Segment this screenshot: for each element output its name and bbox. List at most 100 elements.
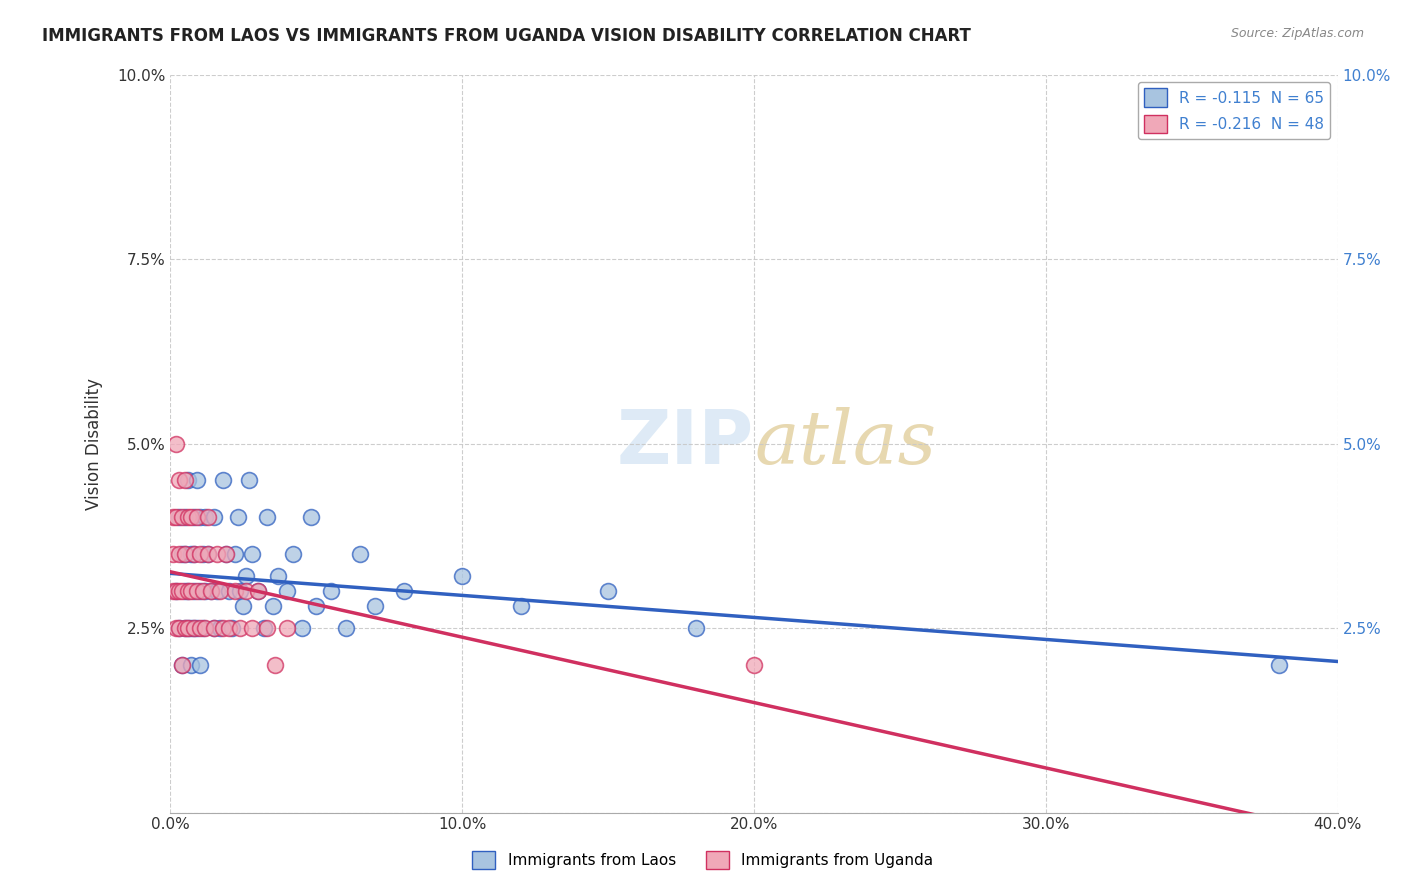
Point bbox=[221, 621, 243, 635]
Point bbox=[256, 621, 278, 635]
Point bbox=[167, 621, 190, 635]
Point bbox=[281, 547, 304, 561]
Point bbox=[186, 474, 208, 488]
Point bbox=[177, 474, 200, 488]
Point bbox=[183, 547, 205, 561]
Text: atlas: atlas bbox=[754, 408, 936, 480]
Point bbox=[167, 584, 190, 599]
Point bbox=[212, 621, 235, 635]
Point bbox=[197, 547, 219, 561]
Point bbox=[262, 599, 284, 613]
Point bbox=[177, 621, 200, 635]
Point bbox=[183, 584, 205, 599]
Point bbox=[364, 599, 387, 613]
Point bbox=[246, 584, 269, 599]
Point bbox=[183, 510, 205, 524]
Point bbox=[240, 547, 263, 561]
Point bbox=[319, 584, 342, 599]
Point bbox=[188, 657, 211, 672]
Point bbox=[451, 569, 474, 583]
Point bbox=[188, 584, 211, 599]
Point bbox=[194, 621, 217, 635]
Point bbox=[229, 584, 252, 599]
Point bbox=[177, 584, 200, 599]
Point bbox=[167, 474, 190, 488]
Point bbox=[235, 569, 257, 583]
Point bbox=[191, 547, 214, 561]
Point bbox=[205, 547, 228, 561]
Point bbox=[229, 621, 252, 635]
Point bbox=[172, 510, 194, 524]
Point bbox=[742, 657, 765, 672]
Point bbox=[685, 621, 707, 635]
Point bbox=[180, 584, 202, 599]
Point bbox=[276, 621, 298, 635]
Point bbox=[172, 584, 194, 599]
Point bbox=[180, 621, 202, 635]
Point bbox=[177, 584, 200, 599]
Text: IMMIGRANTS FROM LAOS VS IMMIGRANTS FROM UGANDA VISION DISABILITY CORRELATION CHA: IMMIGRANTS FROM LAOS VS IMMIGRANTS FROM … bbox=[42, 27, 972, 45]
Point bbox=[162, 547, 184, 561]
Point bbox=[188, 510, 211, 524]
Point bbox=[197, 547, 219, 561]
Point bbox=[172, 657, 194, 672]
Point bbox=[264, 657, 287, 672]
Point bbox=[165, 584, 187, 599]
Point bbox=[208, 621, 231, 635]
Point bbox=[202, 621, 225, 635]
Point bbox=[188, 621, 211, 635]
Point bbox=[183, 621, 205, 635]
Point bbox=[162, 510, 184, 524]
Point bbox=[224, 547, 246, 561]
Point bbox=[177, 621, 200, 635]
Point bbox=[172, 547, 194, 561]
Point bbox=[186, 621, 208, 635]
Point bbox=[180, 547, 202, 561]
Point bbox=[238, 474, 260, 488]
Point bbox=[183, 621, 205, 635]
Point bbox=[180, 510, 202, 524]
Point bbox=[186, 510, 208, 524]
Point bbox=[212, 474, 235, 488]
Point bbox=[194, 584, 217, 599]
Point bbox=[172, 657, 194, 672]
Point bbox=[174, 621, 197, 635]
Point bbox=[349, 547, 371, 561]
Point bbox=[232, 599, 254, 613]
Point bbox=[174, 547, 197, 561]
Point bbox=[276, 584, 298, 599]
Point bbox=[194, 510, 217, 524]
Point bbox=[197, 510, 219, 524]
Point bbox=[240, 621, 263, 635]
Point bbox=[174, 510, 197, 524]
Point bbox=[598, 584, 620, 599]
Point bbox=[177, 510, 200, 524]
Point bbox=[299, 510, 322, 524]
Point bbox=[305, 599, 328, 613]
Point bbox=[167, 510, 190, 524]
Point bbox=[180, 657, 202, 672]
Point bbox=[291, 621, 314, 635]
Point bbox=[253, 621, 276, 635]
Point bbox=[267, 569, 290, 583]
Point bbox=[183, 547, 205, 561]
Point bbox=[191, 584, 214, 599]
Point bbox=[174, 621, 197, 635]
Point bbox=[202, 510, 225, 524]
Point bbox=[218, 584, 240, 599]
Point bbox=[218, 621, 240, 635]
Point bbox=[208, 584, 231, 599]
Point bbox=[509, 599, 531, 613]
Point bbox=[167, 547, 190, 561]
Point bbox=[174, 547, 197, 561]
Point bbox=[162, 584, 184, 599]
Point bbox=[191, 621, 214, 635]
Point bbox=[335, 621, 357, 635]
Legend: R = -0.115  N = 65, R = -0.216  N = 48: R = -0.115 N = 65, R = -0.216 N = 48 bbox=[1137, 82, 1330, 139]
Point bbox=[167, 621, 190, 635]
Point bbox=[235, 584, 257, 599]
Point bbox=[215, 547, 238, 561]
Point bbox=[188, 547, 211, 561]
Legend: Immigrants from Laos, Immigrants from Uganda: Immigrants from Laos, Immigrants from Ug… bbox=[467, 845, 939, 875]
Point bbox=[165, 510, 187, 524]
